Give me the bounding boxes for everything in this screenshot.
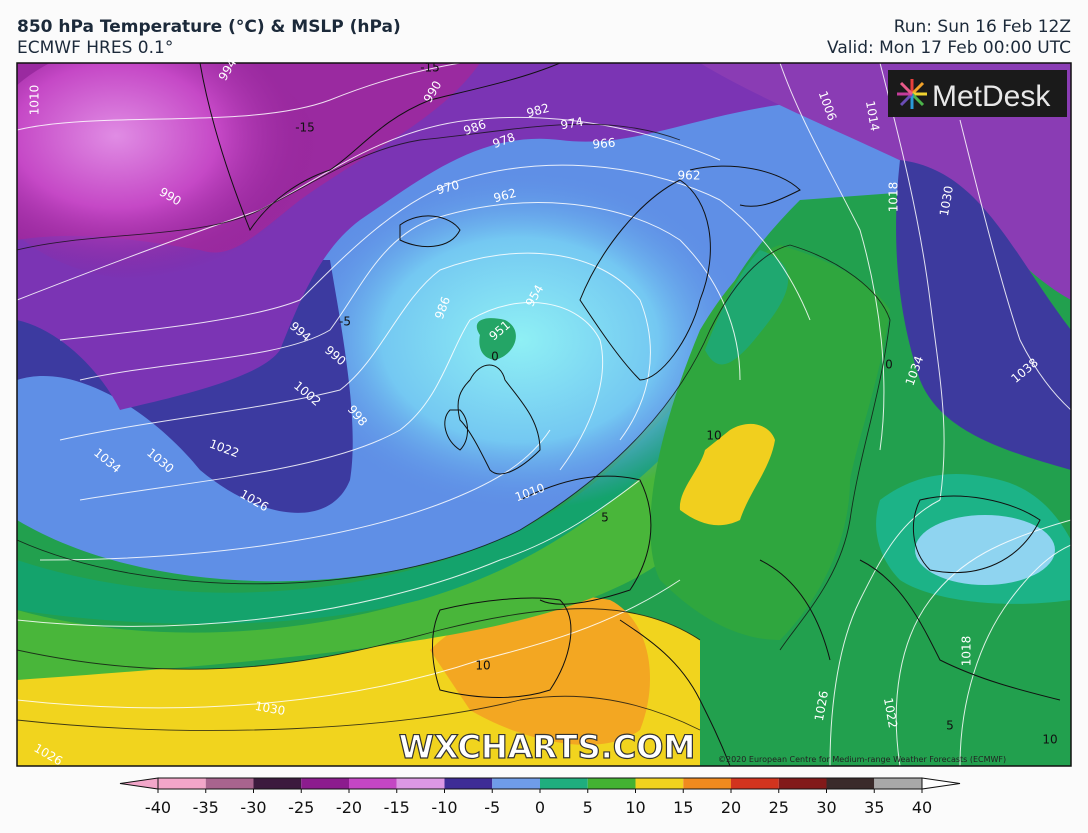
colorbar-tick-label: 5 — [583, 798, 593, 817]
temperature-label: -15 — [420, 61, 440, 75]
logo-text: MetDesk — [932, 80, 1051, 113]
colorbar-segment — [492, 778, 540, 789]
valid-time: Valid: Mon 17 Feb 00:00 UTC — [827, 38, 1071, 58]
map-frame — [16, 62, 1072, 767]
colorbar-segment — [349, 778, 397, 789]
colorbar-tick-label: 25 — [769, 798, 789, 817]
colorbar-low-arrow — [119, 777, 159, 790]
isobar-label: 974 — [559, 115, 584, 133]
temperature-label: -5 — [339, 315, 351, 329]
temperature-label: 10 — [475, 659, 490, 673]
isobar-label: 1018 — [887, 182, 901, 213]
colorbar-tick-label: 35 — [864, 798, 884, 817]
colorbar-tick-label: -25 — [288, 798, 314, 817]
isobar-label: 1018 — [960, 636, 974, 667]
temperature-label: 10 — [706, 429, 721, 443]
cold-core-light — [290, 170, 750, 510]
map — [17, 63, 1071, 766]
green-band — [17, 420, 690, 680]
local-warm-spot — [476, 318, 516, 360]
isobar-label: 1026 — [812, 690, 831, 723]
isobar-label: 1022 — [881, 697, 900, 730]
run-time: Run: Sun 16 Feb 12Z — [894, 17, 1071, 37]
colorbar-high-arrow — [921, 777, 961, 790]
colorbar-tick-label: -35 — [193, 798, 219, 817]
temperature-contours — [17, 123, 891, 731]
colorbar-tick-label: 0 — [535, 798, 545, 817]
coastlines — [199, 63, 1061, 766]
copyright: ©2020 European Centre for Medium-range W… — [718, 755, 1006, 764]
colorbar-segment — [587, 778, 636, 789]
isobar-label: 1030 — [254, 699, 287, 718]
isobar-label: 962 — [492, 186, 518, 205]
colorbar-tick-label: 15 — [673, 798, 693, 817]
subtitle: ECMWF HRES 0.1° — [17, 38, 173, 58]
colorbar-segment — [635, 778, 684, 789]
temperature-label: 0 — [491, 350, 499, 364]
colorbar-segment — [731, 778, 779, 789]
isobars — [17, 63, 1071, 766]
temperature-label: 10 — [1042, 733, 1057, 747]
isobar-label: 982 — [525, 101, 551, 120]
warm-tongue-edge — [705, 250, 789, 365]
colorbar-segment — [826, 778, 875, 789]
teal-band — [17, 400, 690, 624]
east-cold-pool — [896, 160, 1071, 470]
colorbar-segment — [540, 778, 588, 789]
colorbar-segment — [683, 778, 731, 789]
temperature-label: -15 — [295, 121, 315, 135]
isobar-label: 1014 — [863, 100, 882, 133]
colorbar-segment — [205, 778, 254, 789]
title: 850 hPa Temperature (°C) & MSLP (hPa) — [17, 17, 401, 37]
colorbar-segment — [874, 778, 922, 789]
colorbar: -40 -35 -30 -25 -20 -15 -10 -5 0 5 10 15 20 25 30 35 40 — [119, 777, 961, 817]
colorbar-tick-label: 20 — [721, 798, 741, 817]
colorbar-tick-label: -40 — [145, 798, 171, 817]
polar-magenta — [17, 63, 320, 280]
watermark: WXCHARTS.COM — [399, 728, 696, 766]
isobar-label: 966 — [592, 136, 616, 152]
colorbar-tick-label: 30 — [816, 798, 836, 817]
colorbar-segment — [396, 778, 445, 789]
colorbar-tick-label: -20 — [336, 798, 362, 817]
warm-spot — [679, 423, 775, 526]
isobar-label: 1030 — [937, 185, 956, 218]
logo-icon — [897, 79, 927, 109]
colorbar-tick-label: -30 — [240, 798, 266, 817]
black-sea-cold — [915, 515, 1055, 585]
colorbar-segment — [778, 778, 827, 789]
colorbar-segment — [158, 778, 206, 789]
colorbar-segment — [253, 778, 302, 789]
temperature-label: 5 — [601, 511, 609, 525]
colorbar-segment — [301, 778, 349, 789]
isobar-label: 970 — [435, 178, 461, 197]
isobar-label: 1010 — [28, 85, 42, 116]
colorbar-tick-label: -15 — [384, 798, 410, 817]
temperature-label: 0 — [885, 358, 893, 372]
isobar-label: 962 — [678, 169, 701, 183]
temperature-label: 5 — [946, 719, 954, 733]
colorbar-segment — [444, 778, 493, 789]
colorbar-tick-label: -5 — [484, 798, 500, 817]
colorbar-tick-label: 10 — [625, 798, 645, 817]
colorbar-tick-label: 40 — [912, 798, 932, 817]
colorbar-tick-label: -10 — [431, 798, 457, 817]
east-polar-air — [700, 63, 1071, 300]
